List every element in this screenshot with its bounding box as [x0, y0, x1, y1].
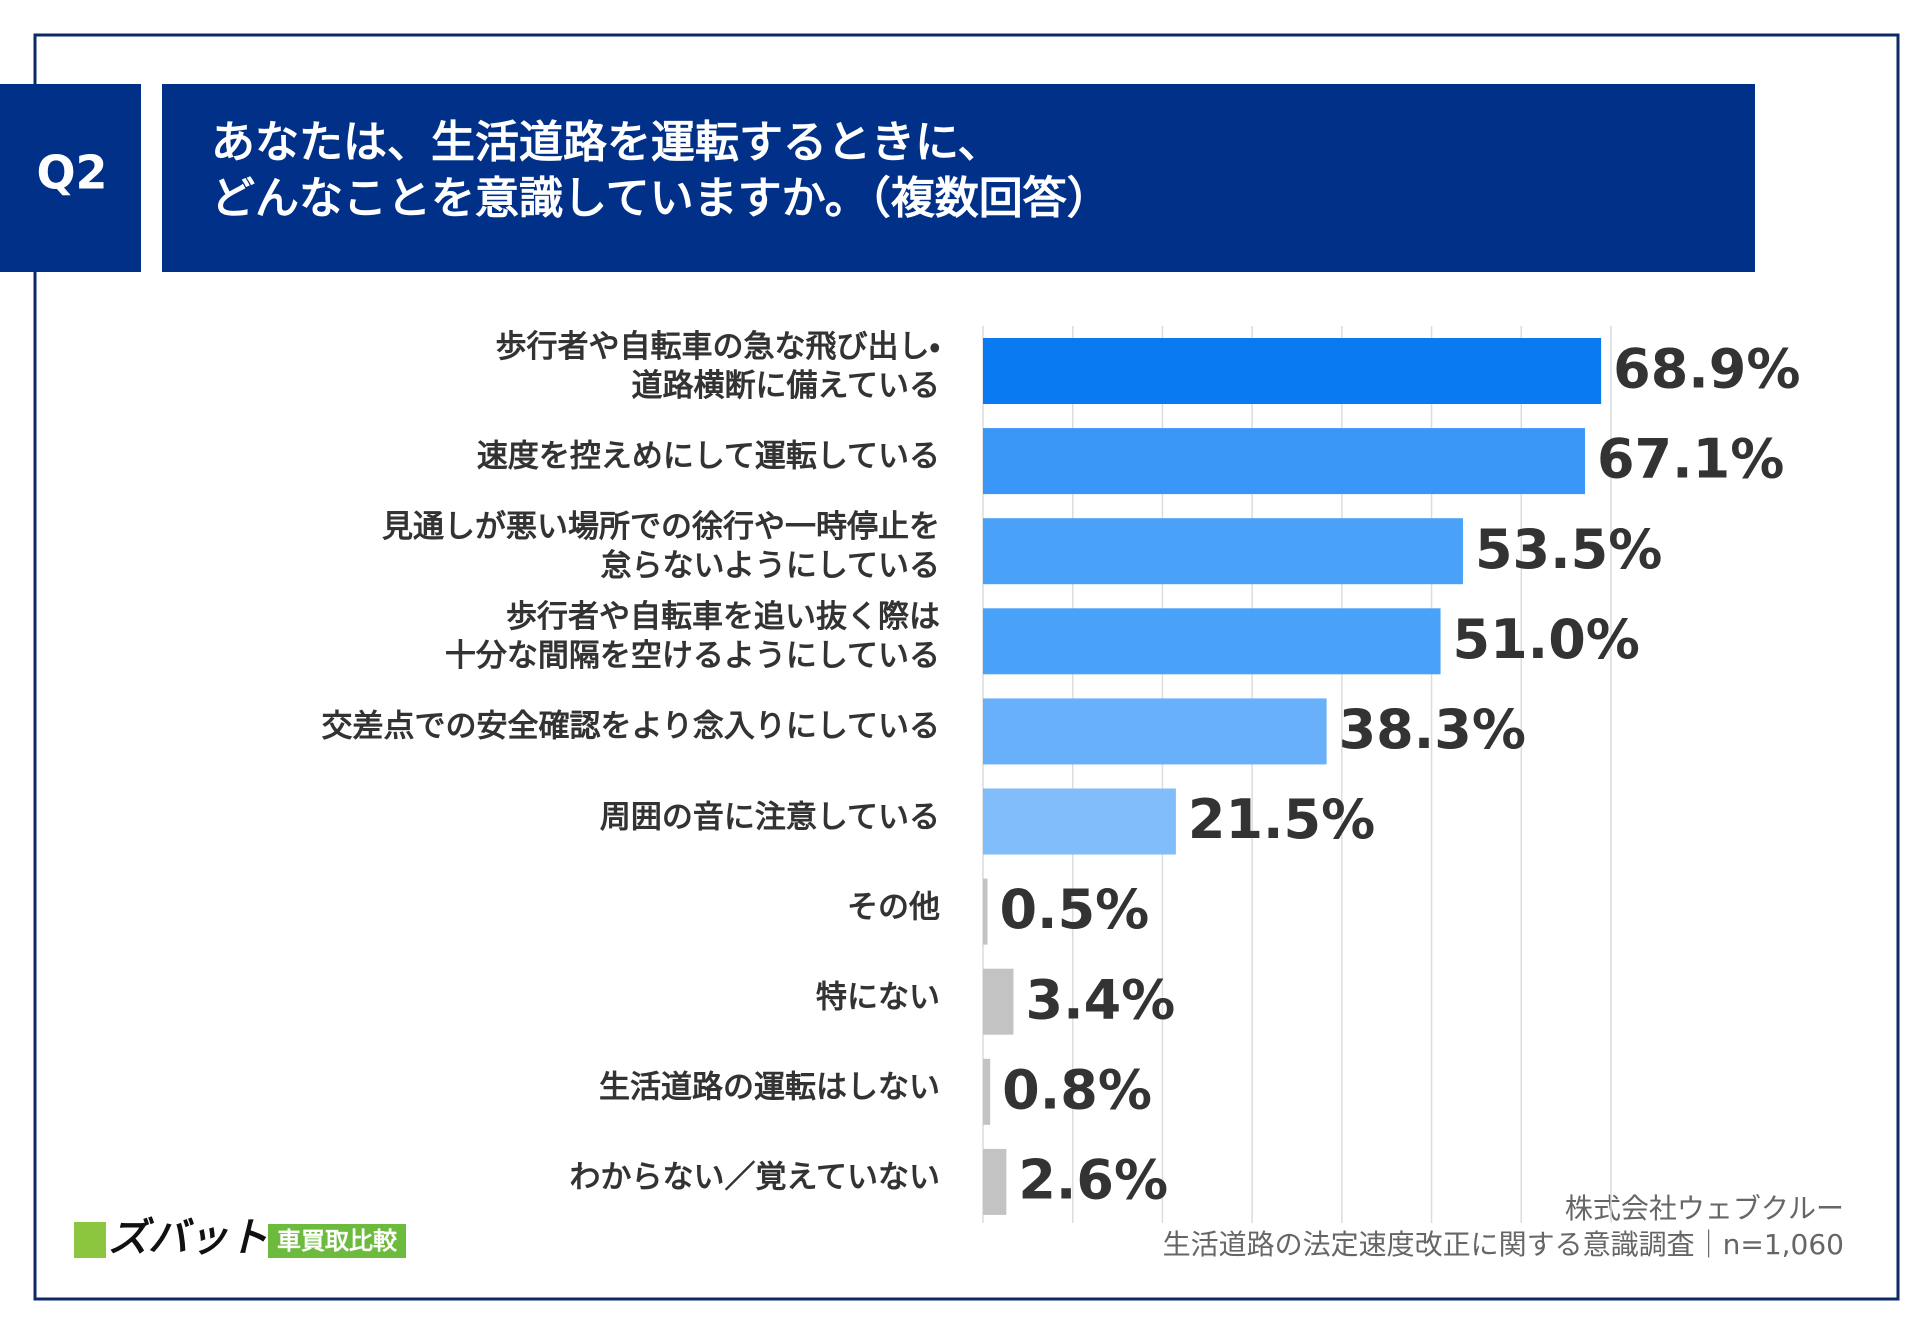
category-label: 周囲の音に注意している [599, 799, 940, 835]
logo-brand: ズバット [108, 1215, 268, 1261]
value-label: 0.8% [1002, 1058, 1152, 1121]
value-label: 38.3% [1339, 698, 1526, 761]
bar [983, 428, 1585, 495]
title-line: どんなことを意識していますか。（複数回答） [211, 173, 1111, 224]
value-label: 51.0% [1453, 608, 1640, 671]
category-label: 生活道路の運転はしない [599, 1069, 940, 1106]
value-label: 2.6% [1018, 1149, 1168, 1212]
bar [983, 1148, 1007, 1215]
bar [983, 878, 988, 945]
bar [983, 968, 1014, 1035]
logo: ズバット 車買取比較 [74, 1215, 406, 1261]
value-label: 0.5% [999, 878, 1149, 941]
frame [33, 33, 1900, 1301]
value-label: 67.1% [1597, 428, 1784, 491]
value-label: 68.9% [1613, 338, 1800, 401]
category-label: 特にない [816, 979, 940, 1016]
bar [983, 788, 1176, 855]
category-label: わからない／覚えていない [569, 1159, 940, 1196]
title-box [162, 84, 1755, 272]
category-label: 見通しが悪い場所での徐行や一時停止を 怠らないようにしている [382, 509, 940, 585]
bar [983, 338, 1602, 404]
category-label: 速度を控えめにして運転している [476, 438, 940, 475]
value-label: 21.5% [1188, 788, 1375, 851]
badge-box [0, 84, 141, 272]
category-label: 交差点での安全確認をより念入りにしている [321, 708, 940, 745]
value-label: 53.5% [1475, 518, 1662, 581]
logo-service-box [268, 1224, 406, 1258]
category-label: 歩行者や自転車を追い抜く際は 十分な間隔を空けるようにしている [444, 599, 940, 675]
category-label: その他 [847, 889, 940, 926]
bar [983, 1058, 991, 1125]
logo-icon [74, 1222, 106, 1258]
value-label: 3.4% [1026, 968, 1176, 1031]
bar [983, 608, 1441, 675]
badge: Q2 [36, 146, 107, 200]
title-line: あなたは、生活道路を運転するときに、 [211, 117, 1002, 168]
category-label: 歩行者や自転車の急な飛び出し・ 道路横断に備えている [495, 329, 940, 404]
footer-company: 株式会社ウェブクルー [1565, 1192, 1844, 1225]
footer-survey: 生活道路の法定速度改正に関する意識調査｜n=1,060 [1163, 1228, 1844, 1261]
logo-service: 車買取比較 [277, 1227, 398, 1255]
bar [983, 698, 1327, 765]
bar [983, 518, 1463, 585]
